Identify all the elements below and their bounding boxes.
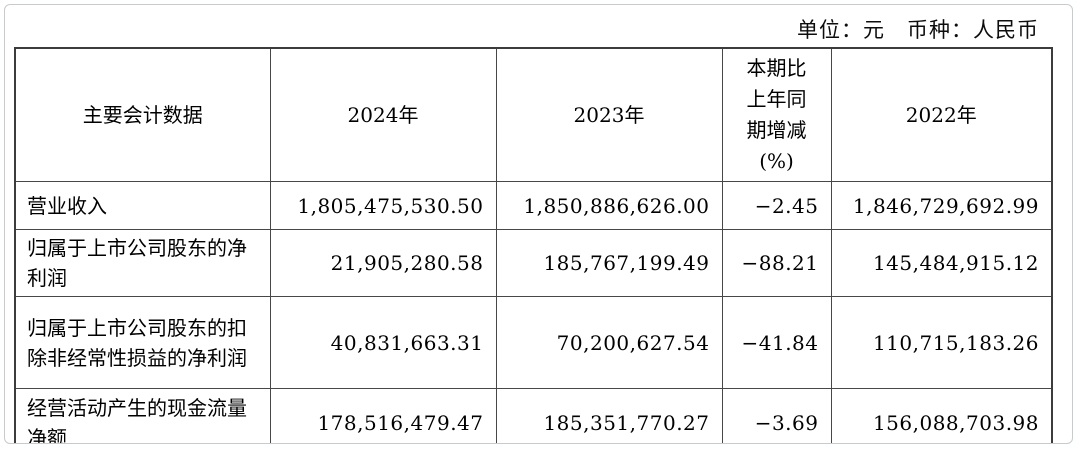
cell-2024: 40,831,663.31 xyxy=(269,296,497,389)
cell-2024: 21,905,280.58 xyxy=(269,229,497,297)
cell-2022: 156,088,703.98 xyxy=(830,388,1053,443)
cell-yoy-change: −41.84 xyxy=(721,296,832,389)
table-row-net-profit-excl-nonrecurring: 归属于上市公司股东的扣除非经常性损益的净利润 40,831,663.31 70,… xyxy=(14,296,1053,389)
header-cell-yoy-change: 本期比上年同期增减(%) xyxy=(721,47,832,182)
unit-currency-label: 单位：元 币种：人民币 xyxy=(797,18,1039,42)
row-label: 营业收入 xyxy=(14,181,271,230)
cell-yoy-change: −2.45 xyxy=(721,181,832,230)
document-card: 单位：元 币种：人民币 主要会计数据 2024年 2023年 本期比上年同期增减… xyxy=(4,4,1073,444)
cell-2024: 1,805,475,530.50 xyxy=(269,181,497,230)
header-cell-2023: 2023年 xyxy=(495,47,723,182)
cell-2022: 1,846,729,692.99 xyxy=(830,181,1053,230)
header-cell-2024: 2024年 xyxy=(269,47,497,182)
cell-2023: 185,767,199.49 xyxy=(495,229,723,297)
cell-2022: 110,715,183.26 xyxy=(830,296,1053,389)
table-row-revenue: 营业收入 1,805,475,530.50 1,850,886,626.00 −… xyxy=(14,181,1053,230)
cell-2023: 185,351,770.27 xyxy=(495,388,723,443)
row-label: 经营活动产生的现金流量净额 xyxy=(14,388,271,443)
cell-2024: 178,516,479.47 xyxy=(269,388,497,443)
row-label: 归属于上市公司股东的扣除非经常性损益的净利润 xyxy=(14,296,271,389)
cell-2023: 1,850,886,626.00 xyxy=(495,181,723,230)
table-header-row: 主要会计数据 2024年 2023年 本期比上年同期增减(%) 2022年 xyxy=(14,47,1053,182)
cell-yoy-change: −88.21 xyxy=(721,229,832,297)
row-label: 归属于上市公司股东的净利润 xyxy=(14,229,271,297)
table-row-net-profit: 归属于上市公司股东的净利润 21,905,280.58 185,767,199.… xyxy=(14,229,1053,297)
key-accounting-data-table: 主要会计数据 2024年 2023年 本期比上年同期增减(%) 2022年 营业… xyxy=(14,47,1053,443)
cell-2023: 70,200,627.54 xyxy=(495,296,723,389)
header-cell-metric: 主要会计数据 xyxy=(14,47,271,182)
header-cell-2022: 2022年 xyxy=(830,47,1053,182)
cell-2022: 145,484,915.12 xyxy=(830,229,1053,297)
cell-yoy-change: −3.69 xyxy=(721,388,832,443)
table-row-operating-cash-flow: 经营活动产生的现金流量净额 178,516,479.47 185,351,770… xyxy=(14,388,1053,443)
